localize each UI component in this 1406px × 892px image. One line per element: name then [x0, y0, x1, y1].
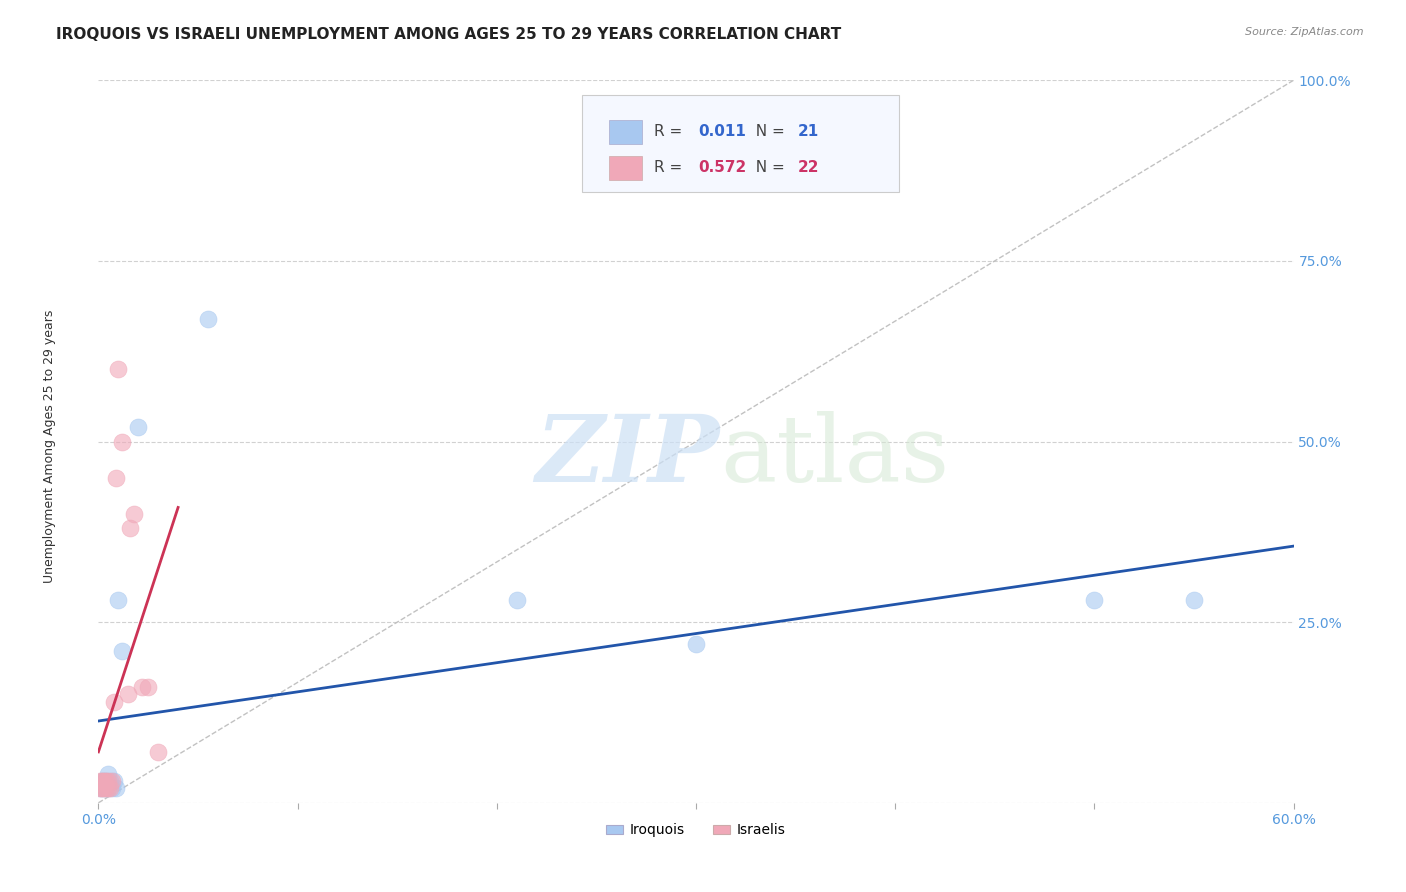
FancyBboxPatch shape [582, 95, 900, 193]
Point [91, 774, 114, 789]
Point [117, 687, 139, 701]
Point [98, 781, 122, 796]
Point [506, 593, 529, 607]
Point [101, 774, 124, 789]
Point [103, 695, 125, 709]
Point [91, 774, 114, 789]
Point [97, 774, 120, 789]
Point [89, 781, 111, 796]
Point [89, 774, 111, 789]
Point [98, 774, 122, 789]
Point [97, 781, 120, 796]
Point [131, 680, 153, 694]
Text: atlas: atlas [720, 411, 949, 501]
Text: R =: R = [654, 124, 688, 139]
Point [105, 781, 128, 796]
Point [91, 781, 114, 796]
Point [93, 774, 115, 789]
Point [111, 434, 134, 449]
Point [124, 507, 146, 521]
Text: ZIP: ZIP [536, 411, 720, 501]
Point [89, 781, 111, 796]
Point [127, 420, 149, 434]
Point [197, 311, 219, 326]
Text: 21: 21 [797, 124, 818, 139]
Point [93, 781, 115, 796]
Point [120, 521, 142, 535]
Point [97, 767, 120, 781]
FancyBboxPatch shape [609, 120, 643, 144]
Point [1083, 593, 1105, 607]
Text: N =: N = [747, 161, 790, 175]
Point [96, 781, 118, 796]
Text: N =: N = [747, 124, 790, 139]
Text: 22: 22 [797, 161, 820, 175]
Legend: Iroquois, Israelis: Iroquois, Israelis [600, 818, 792, 843]
Point [136, 680, 159, 694]
Text: Source: ZipAtlas.com: Source: ZipAtlas.com [1246, 27, 1364, 37]
Point [111, 644, 134, 658]
Text: 0.572: 0.572 [699, 161, 747, 175]
Point [96, 774, 118, 789]
Point [93, 781, 115, 796]
Point [1182, 593, 1205, 607]
Point [97, 781, 120, 796]
Point [93, 774, 115, 789]
FancyBboxPatch shape [609, 156, 643, 180]
Point [105, 470, 128, 484]
Point [107, 362, 129, 376]
Point [685, 637, 707, 651]
Text: R =: R = [654, 161, 688, 175]
Point [96, 774, 118, 789]
Point [96, 781, 118, 796]
Text: Unemployment Among Ages 25 to 29 years: Unemployment Among Ages 25 to 29 years [42, 310, 56, 582]
Point [91, 781, 114, 796]
Point [101, 781, 124, 796]
Text: 0.011: 0.011 [699, 124, 747, 139]
Point [148, 745, 170, 759]
Text: IROQUOIS VS ISRAELI UNEMPLOYMENT AMONG AGES 25 TO 29 YEARS CORRELATION CHART: IROQUOIS VS ISRAELI UNEMPLOYMENT AMONG A… [56, 27, 841, 42]
Point [103, 774, 125, 789]
Point [107, 593, 129, 607]
